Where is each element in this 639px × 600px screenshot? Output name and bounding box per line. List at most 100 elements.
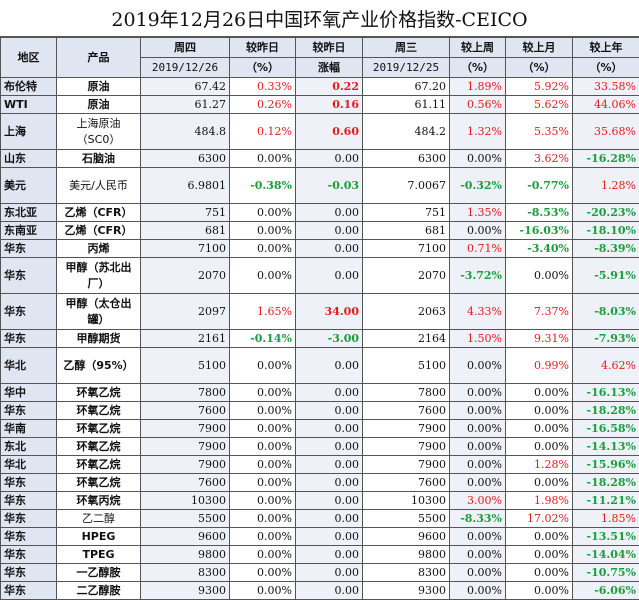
change-cell: 34.00	[296, 294, 363, 330]
header-wednesday: 周三	[363, 38, 450, 58]
pct-vs-last-month-cell: 0.99%	[506, 348, 573, 384]
pct-vs-last-week-cell: 1.89%	[450, 78, 506, 96]
product-cell: 石脑油	[57, 150, 141, 168]
header-vs-last-month-unit: （%）	[506, 58, 573, 78]
thursday-price-cell: 6.9801	[141, 168, 230, 204]
product-cell: 环氧乙烷	[57, 456, 141, 474]
region-cell: 华东	[1, 258, 57, 294]
pct-vs-prev-day-cell: 0.12%	[230, 114, 296, 150]
product-cell: 丙烯	[57, 240, 141, 258]
pct-vs-last-month-cell: 0.00%	[506, 438, 573, 456]
page: 2019年12月26日中国环氧产业价格指数-CEICO 地区 产品 周四 较昨日…	[0, 0, 639, 585]
thursday-price-cell: 61.27	[141, 96, 230, 114]
region-cell: 华东	[1, 474, 57, 492]
header-product: 产品	[57, 38, 141, 78]
pct-vs-prev-day-cell: 0.00%	[230, 582, 296, 600]
product-cell: 原油	[57, 96, 141, 114]
pct-vs-last-month-cell: 1.28%	[506, 456, 573, 474]
pct-vs-prev-day-cell: 0.33%	[230, 78, 296, 96]
pct-vs-last-week-cell: 0.00%	[450, 402, 506, 420]
pct-vs-last-week-cell: 3.00%	[450, 492, 506, 510]
header-vs-last-month: 较上月	[506, 38, 573, 58]
change-cell: 0.00	[296, 582, 363, 600]
wednesday-price-cell: 9300	[363, 582, 450, 600]
wednesday-price-cell: 6300	[363, 150, 450, 168]
page-title: 2019年12月26日中国环氧产业价格指数-CEICO	[0, 0, 639, 37]
change-cell: 0.00	[296, 528, 363, 546]
thursday-price-cell: 5500	[141, 510, 230, 528]
region-cell: 华南	[1, 420, 57, 438]
product-cell: 甲醇（太仓出罐）	[57, 294, 141, 330]
thursday-price-cell: 7600	[141, 402, 230, 420]
pct-vs-last-week-cell: 0.00%	[450, 528, 506, 546]
region-cell: 华东	[1, 510, 57, 528]
pct-vs-last-month-cell: 3.62%	[506, 150, 573, 168]
pct-vs-prev-day-cell: 0.00%	[230, 474, 296, 492]
pct-vs-prev-day-cell: 0.00%	[230, 456, 296, 474]
change-cell: 0.00	[296, 258, 363, 294]
header-vs-last-year: 较上年	[573, 38, 639, 58]
region-cell: 华北	[1, 348, 57, 384]
product-cell: 上海原油（SC0）	[57, 114, 141, 150]
region-cell: 华东	[1, 528, 57, 546]
region-cell: 华东	[1, 402, 57, 420]
header-vs-prev-day-unit: （%）	[230, 58, 296, 78]
pct-vs-last-year-cell: -8.03%	[573, 294, 639, 330]
wednesday-price-cell: 7600	[363, 402, 450, 420]
wednesday-price-cell: 7600	[363, 474, 450, 492]
pct-vs-last-week-cell: 0.00%	[450, 456, 506, 474]
product-cell: 环氧乙烷	[57, 474, 141, 492]
header-region: 地区	[1, 38, 57, 78]
pct-vs-last-week-cell: 0.00%	[450, 348, 506, 384]
change-cell: 0.00	[296, 222, 363, 240]
wednesday-price-cell: 2070	[363, 258, 450, 294]
product-cell: 美元/人民币	[57, 168, 141, 204]
pct-vs-last-week-cell: 0.00%	[450, 150, 506, 168]
pct-vs-last-week-cell: 0.00%	[450, 438, 506, 456]
pct-vs-last-year-cell: -6.06%	[573, 582, 639, 600]
product-cell: HPEG	[57, 528, 141, 546]
product-cell: 原油	[57, 78, 141, 96]
pct-vs-last-month-cell: 9.31%	[506, 330, 573, 348]
header-vs-last-year-unit: （%）	[573, 58, 639, 78]
thursday-price-cell: 484.8	[141, 114, 230, 150]
pct-vs-prev-day-cell: 0.00%	[230, 222, 296, 240]
region-cell: 华东	[1, 564, 57, 582]
thursday-price-cell: 7900	[141, 438, 230, 456]
change-cell: 0.00	[296, 420, 363, 438]
change-cell: 0.60	[296, 114, 363, 150]
pct-vs-last-year-cell: -16.13%	[573, 384, 639, 402]
thursday-price-cell: 9800	[141, 546, 230, 564]
header-thursday-date: 2019/12/26	[141, 58, 230, 78]
change-cell: 0.00	[296, 474, 363, 492]
change-cell: 0.00	[296, 510, 363, 528]
pct-vs-last-week-cell: 0.00%	[450, 546, 506, 564]
product-cell: 二乙醇胺	[57, 582, 141, 600]
wednesday-price-cell: 7900	[363, 438, 450, 456]
pct-vs-last-year-cell: -14.13%	[573, 438, 639, 456]
change-cell: 0.00	[296, 384, 363, 402]
wednesday-price-cell: 61.11	[363, 96, 450, 114]
product-cell: TPEG	[57, 546, 141, 564]
thursday-price-cell: 2097	[141, 294, 230, 330]
pct-vs-last-month-cell: 5.35%	[506, 114, 573, 150]
product-cell: 乙烯（CFR）	[57, 222, 141, 240]
pct-vs-last-month-cell: 5.92%	[506, 78, 573, 96]
pct-vs-prev-day-cell: 0.00%	[230, 420, 296, 438]
thursday-price-cell: 7900	[141, 456, 230, 474]
pct-vs-last-year-cell: -15.96%	[573, 456, 639, 474]
pct-vs-last-week-cell: 0.00%	[450, 222, 506, 240]
pct-vs-prev-day-cell: 0.00%	[230, 348, 296, 384]
pct-vs-last-month-cell: -8.53%	[506, 204, 573, 222]
thursday-price-cell: 2161	[141, 330, 230, 348]
pct-vs-last-week-cell: 1.32%	[450, 114, 506, 150]
header-thursday: 周四	[141, 38, 230, 58]
wednesday-price-cell: 7900	[363, 456, 450, 474]
pct-vs-last-year-cell: -20.23%	[573, 204, 639, 222]
